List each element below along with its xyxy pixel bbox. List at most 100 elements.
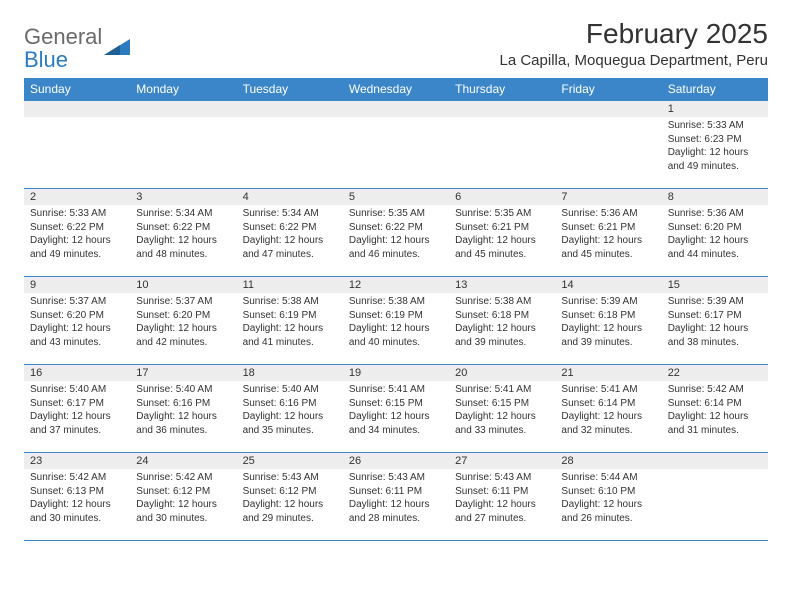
logo-triangle-icon bbox=[104, 37, 130, 62]
day-number: 12 bbox=[343, 277, 449, 293]
day-number: 4 bbox=[237, 189, 343, 205]
title-block: February 2025 La Capilla, Moquegua Depar… bbox=[500, 18, 769, 69]
day-details: Sunrise: 5:34 AMSunset: 6:22 PMDaylight:… bbox=[237, 205, 343, 265]
day-details: Sunrise: 5:38 AMSunset: 6:19 PMDaylight:… bbox=[343, 293, 449, 353]
day-number: 23 bbox=[24, 453, 130, 469]
calendar-row: 23Sunrise: 5:42 AMSunset: 6:13 PMDayligh… bbox=[24, 453, 768, 541]
day-details: Sunrise: 5:34 AMSunset: 6:22 PMDaylight:… bbox=[130, 205, 236, 265]
day-cell: 3Sunrise: 5:34 AMSunset: 6:22 PMDaylight… bbox=[130, 189, 236, 277]
day-cell: 17Sunrise: 5:40 AMSunset: 6:16 PMDayligh… bbox=[130, 365, 236, 453]
day-number: 9 bbox=[24, 277, 130, 293]
day-details: Sunrise: 5:33 AMSunset: 6:23 PMDaylight:… bbox=[662, 117, 768, 177]
day-details: Sunrise: 5:38 AMSunset: 6:18 PMDaylight:… bbox=[449, 293, 555, 353]
day-details: Sunrise: 5:33 AMSunset: 6:22 PMDaylight:… bbox=[24, 205, 130, 265]
calendar-row: 1Sunrise: 5:33 AMSunset: 6:23 PMDaylight… bbox=[24, 101, 768, 189]
day-number: 2 bbox=[24, 189, 130, 205]
day-cell: 23Sunrise: 5:42 AMSunset: 6:13 PMDayligh… bbox=[24, 453, 130, 541]
day-cell: 19Sunrise: 5:41 AMSunset: 6:15 PMDayligh… bbox=[343, 365, 449, 453]
day-number: 13 bbox=[449, 277, 555, 293]
day-cell: 25Sunrise: 5:43 AMSunset: 6:12 PMDayligh… bbox=[237, 453, 343, 541]
day-cell: 21Sunrise: 5:41 AMSunset: 6:14 PMDayligh… bbox=[555, 365, 661, 453]
empty-cell bbox=[662, 453, 768, 541]
day-cell: 16Sunrise: 5:40 AMSunset: 6:17 PMDayligh… bbox=[24, 365, 130, 453]
empty-cell bbox=[130, 101, 236, 189]
day-number: 21 bbox=[555, 365, 661, 381]
day-cell: 6Sunrise: 5:35 AMSunset: 6:21 PMDaylight… bbox=[449, 189, 555, 277]
logo-text-part2: Blue bbox=[24, 47, 68, 72]
day-number-empty bbox=[662, 453, 768, 469]
day-details: Sunrise: 5:43 AMSunset: 6:11 PMDaylight:… bbox=[343, 469, 449, 529]
day-cell: 2Sunrise: 5:33 AMSunset: 6:22 PMDaylight… bbox=[24, 189, 130, 277]
day-details: Sunrise: 5:42 AMSunset: 6:12 PMDaylight:… bbox=[130, 469, 236, 529]
day-cell: 15Sunrise: 5:39 AMSunset: 6:17 PMDayligh… bbox=[662, 277, 768, 365]
day-number: 22 bbox=[662, 365, 768, 381]
day-details: Sunrise: 5:42 AMSunset: 6:13 PMDaylight:… bbox=[24, 469, 130, 529]
day-details: Sunrise: 5:38 AMSunset: 6:19 PMDaylight:… bbox=[237, 293, 343, 353]
logo-text-part1: General bbox=[24, 24, 102, 49]
weekday-header: Sunday bbox=[24, 78, 130, 101]
day-number: 19 bbox=[343, 365, 449, 381]
day-cell: 13Sunrise: 5:38 AMSunset: 6:18 PMDayligh… bbox=[449, 277, 555, 365]
day-number-empty bbox=[343, 101, 449, 117]
day-number: 5 bbox=[343, 189, 449, 205]
day-details: Sunrise: 5:36 AMSunset: 6:21 PMDaylight:… bbox=[555, 205, 661, 265]
day-cell: 14Sunrise: 5:39 AMSunset: 6:18 PMDayligh… bbox=[555, 277, 661, 365]
calendar-body: 1Sunrise: 5:33 AMSunset: 6:23 PMDaylight… bbox=[24, 101, 768, 541]
day-number-empty bbox=[237, 101, 343, 117]
logo-text-wrap: General Blue bbox=[24, 26, 102, 72]
day-number: 25 bbox=[237, 453, 343, 469]
day-details: Sunrise: 5:43 AMSunset: 6:12 PMDaylight:… bbox=[237, 469, 343, 529]
day-details: Sunrise: 5:40 AMSunset: 6:16 PMDaylight:… bbox=[237, 381, 343, 441]
day-number: 26 bbox=[343, 453, 449, 469]
day-details: Sunrise: 5:37 AMSunset: 6:20 PMDaylight:… bbox=[24, 293, 130, 353]
day-cell: 28Sunrise: 5:44 AMSunset: 6:10 PMDayligh… bbox=[555, 453, 661, 541]
day-cell: 8Sunrise: 5:36 AMSunset: 6:20 PMDaylight… bbox=[662, 189, 768, 277]
day-details: Sunrise: 5:43 AMSunset: 6:11 PMDaylight:… bbox=[449, 469, 555, 529]
day-details: Sunrise: 5:39 AMSunset: 6:17 PMDaylight:… bbox=[662, 293, 768, 353]
calendar-page: General Blue February 2025 La Capilla, M… bbox=[0, 0, 792, 553]
day-number-empty bbox=[130, 101, 236, 117]
day-details: Sunrise: 5:41 AMSunset: 6:15 PMDaylight:… bbox=[449, 381, 555, 441]
day-cell: 11Sunrise: 5:38 AMSunset: 6:19 PMDayligh… bbox=[237, 277, 343, 365]
day-cell: 12Sunrise: 5:38 AMSunset: 6:19 PMDayligh… bbox=[343, 277, 449, 365]
day-number: 3 bbox=[130, 189, 236, 205]
day-cell: 27Sunrise: 5:43 AMSunset: 6:11 PMDayligh… bbox=[449, 453, 555, 541]
day-number: 1 bbox=[662, 101, 768, 117]
day-details: Sunrise: 5:35 AMSunset: 6:21 PMDaylight:… bbox=[449, 205, 555, 265]
day-number-empty bbox=[24, 101, 130, 117]
day-number: 17 bbox=[130, 365, 236, 381]
day-cell: 22Sunrise: 5:42 AMSunset: 6:14 PMDayligh… bbox=[662, 365, 768, 453]
weekday-header: Monday bbox=[130, 78, 236, 101]
day-number: 24 bbox=[130, 453, 236, 469]
day-cell: 18Sunrise: 5:40 AMSunset: 6:16 PMDayligh… bbox=[237, 365, 343, 453]
day-details: Sunrise: 5:40 AMSunset: 6:17 PMDaylight:… bbox=[24, 381, 130, 441]
day-details: Sunrise: 5:40 AMSunset: 6:16 PMDaylight:… bbox=[130, 381, 236, 441]
day-number: 20 bbox=[449, 365, 555, 381]
day-details: Sunrise: 5:42 AMSunset: 6:14 PMDaylight:… bbox=[662, 381, 768, 441]
day-number: 11 bbox=[237, 277, 343, 293]
day-cell: 20Sunrise: 5:41 AMSunset: 6:15 PMDayligh… bbox=[449, 365, 555, 453]
empty-cell bbox=[237, 101, 343, 189]
location-subtitle: La Capilla, Moquegua Department, Peru bbox=[500, 52, 769, 69]
day-details: Sunrise: 5:36 AMSunset: 6:20 PMDaylight:… bbox=[662, 205, 768, 265]
day-cell: 1Sunrise: 5:33 AMSunset: 6:23 PMDaylight… bbox=[662, 101, 768, 189]
weekday-header: Wednesday bbox=[343, 78, 449, 101]
calendar-table: SundayMondayTuesdayWednesdayThursdayFrid… bbox=[24, 78, 768, 541]
day-number: 18 bbox=[237, 365, 343, 381]
day-details: Sunrise: 5:37 AMSunset: 6:20 PMDaylight:… bbox=[130, 293, 236, 353]
weekday-header: Saturday bbox=[662, 78, 768, 101]
calendar-header-row: SundayMondayTuesdayWednesdayThursdayFrid… bbox=[24, 78, 768, 101]
day-cell: 24Sunrise: 5:42 AMSunset: 6:12 PMDayligh… bbox=[130, 453, 236, 541]
brand-logo: General Blue bbox=[24, 26, 130, 72]
empty-cell bbox=[343, 101, 449, 189]
day-details: Sunrise: 5:39 AMSunset: 6:18 PMDaylight:… bbox=[555, 293, 661, 353]
weekday-header: Thursday bbox=[449, 78, 555, 101]
calendar-row: 16Sunrise: 5:40 AMSunset: 6:17 PMDayligh… bbox=[24, 365, 768, 453]
day-details: Sunrise: 5:44 AMSunset: 6:10 PMDaylight:… bbox=[555, 469, 661, 529]
empty-cell bbox=[555, 101, 661, 189]
month-title: February 2025 bbox=[500, 18, 769, 50]
calendar-row: 9Sunrise: 5:37 AMSunset: 6:20 PMDaylight… bbox=[24, 277, 768, 365]
empty-cell bbox=[449, 101, 555, 189]
day-number: 6 bbox=[449, 189, 555, 205]
day-cell: 26Sunrise: 5:43 AMSunset: 6:11 PMDayligh… bbox=[343, 453, 449, 541]
